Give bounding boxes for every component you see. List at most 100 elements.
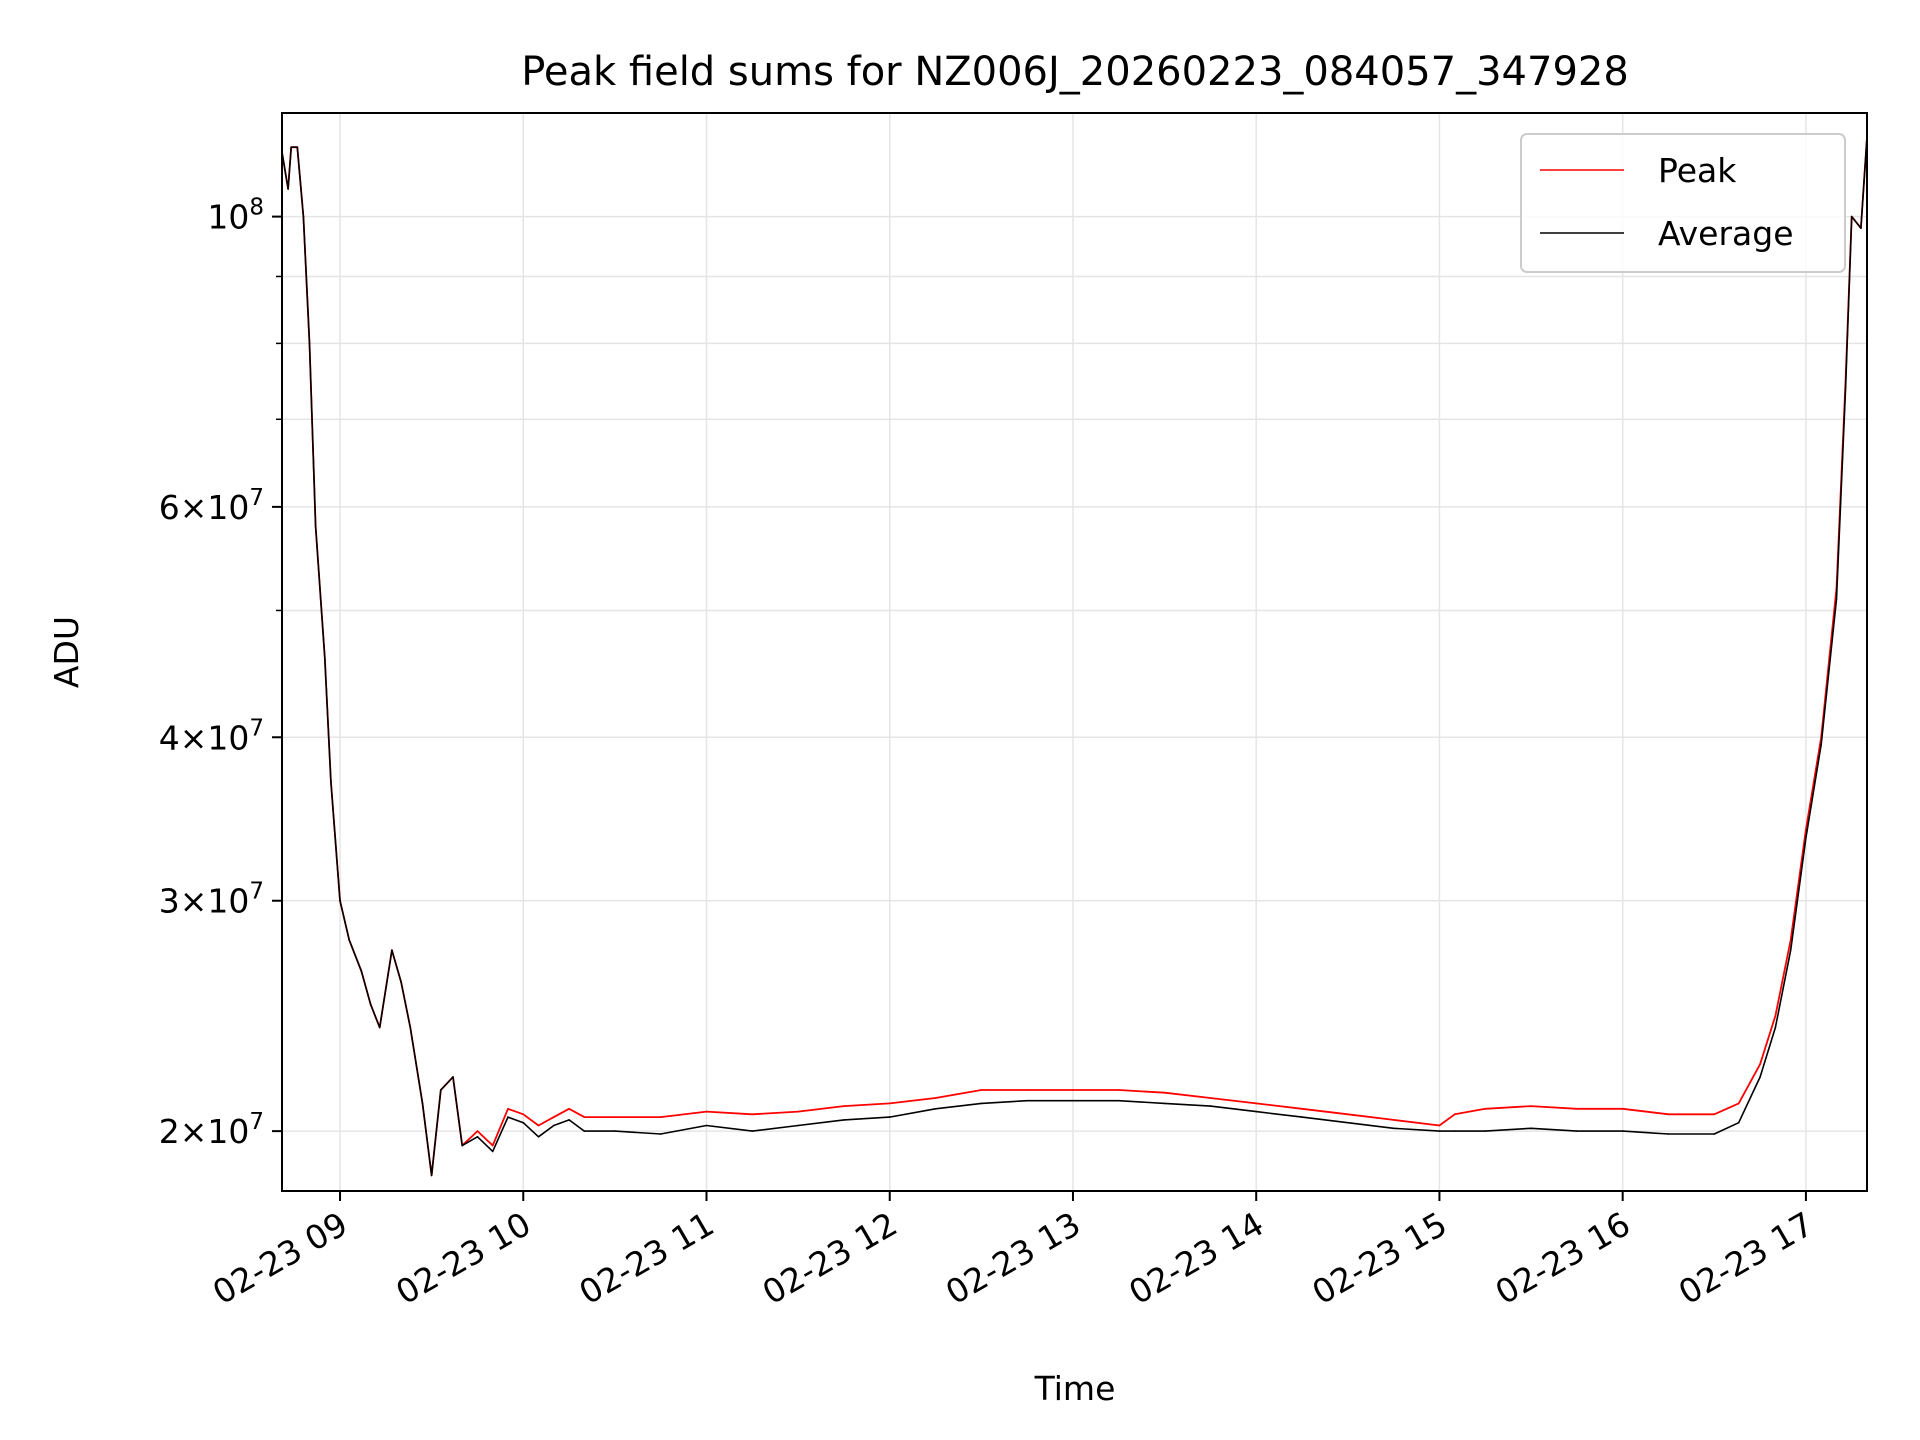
data-point-average [348, 939, 351, 941]
data-point-average [1805, 837, 1807, 839]
data-point-peak [583, 1116, 586, 1118]
data-point-average [314, 525, 317, 527]
data-point-average [491, 1150, 494, 1153]
data-point-average [583, 1130, 586, 1132]
data-point-peak [1072, 1089, 1074, 1091]
data-point-peak [553, 1116, 555, 1118]
data-point-average [1392, 1127, 1395, 1130]
y-tick-label: 3×107 [159, 879, 264, 921]
data-point-average [537, 1136, 540, 1138]
data-point-average [1789, 949, 1792, 951]
data-point-peak [1255, 1102, 1257, 1105]
grid [282, 113, 1867, 1191]
data-point-average [1621, 1130, 1624, 1132]
data-point-average [1118, 1099, 1120, 1102]
data-point-peak [1530, 1105, 1532, 1107]
legend-box [1520, 133, 1846, 273]
data-point-average [1667, 1133, 1670, 1135]
series-group [282, 136, 1867, 1177]
data-point-peak [1576, 1108, 1578, 1110]
data-point-peak [1713, 1113, 1716, 1116]
data-point-peak [614, 1116, 616, 1118]
data-point-peak [888, 1102, 891, 1105]
data-point-average [1301, 1116, 1303, 1118]
data-point-average [378, 1026, 381, 1029]
data-point-average [1255, 1110, 1257, 1113]
data-point-average [614, 1130, 616, 1132]
data-point-peak [1163, 1091, 1166, 1094]
data-point-average [452, 1076, 454, 1078]
data-point-peak [1667, 1113, 1670, 1116]
data-point-average [409, 1026, 412, 1029]
data-point-average [421, 1102, 424, 1105]
data-point-average [400, 981, 402, 983]
data-point-average [430, 1174, 433, 1177]
data-point-average [934, 1108, 937, 1110]
data-point-peak [1347, 1113, 1349, 1116]
legend-label-average: Average [1658, 214, 1794, 253]
data-point-peak [934, 1097, 937, 1099]
data-point-average [1072, 1099, 1074, 1102]
data-point-average [308, 342, 311, 345]
data-point-peak [1737, 1102, 1740, 1105]
data-point-average [324, 657, 326, 659]
data-point-average [287, 188, 289, 190]
data-point-average [1484, 1130, 1487, 1132]
data-point-average [440, 1089, 442, 1091]
y-axis-label: ADU [47, 616, 86, 688]
data-point-average [1835, 598, 1838, 600]
plot-frame [281, 112, 1868, 1192]
data-point-peak [1453, 1113, 1456, 1116]
data-point-average [843, 1119, 845, 1121]
data-point-average [1438, 1130, 1441, 1132]
data-point-average [1820, 743, 1822, 746]
data-point-average [980, 1102, 983, 1105]
legend: Peak Average [1520, 133, 1846, 273]
y-tick-label: 6×107 [159, 485, 264, 527]
data-point-average [705, 1124, 708, 1127]
y-tick-label: 108 [207, 195, 264, 237]
data-point-average [369, 1003, 372, 1006]
data-point-average [1850, 215, 1853, 218]
data-point-peak [1759, 1063, 1761, 1065]
plot-area [282, 136, 1867, 1177]
data-point-average [1209, 1105, 1212, 1107]
data-point-average [461, 1144, 464, 1147]
data-point-average [296, 146, 299, 148]
x-axis-label: Time [1034, 1369, 1116, 1408]
data-point-peak [1484, 1108, 1487, 1110]
data-point-average [339, 899, 341, 902]
data-point-average [659, 1133, 662, 1135]
data-point-peak [1026, 1089, 1028, 1091]
data-point-peak [1621, 1108, 1624, 1110]
data-point-average [1774, 1026, 1777, 1029]
data-point-peak [843, 1105, 845, 1107]
data-point-average [522, 1121, 525, 1124]
data-point-average [1026, 1099, 1028, 1102]
data-point-average [1844, 386, 1847, 389]
data-point-average [1737, 1121, 1740, 1124]
data-point-average [553, 1124, 555, 1127]
data-point-peak [507, 1108, 509, 1110]
data-point-peak [1774, 1015, 1777, 1017]
data-point-peak [537, 1124, 540, 1127]
data-point-average [476, 1136, 479, 1138]
data-point-peak [1301, 1108, 1303, 1110]
data-point-peak [522, 1113, 525, 1116]
data-point-peak [1392, 1119, 1395, 1121]
data-point-peak [980, 1089, 983, 1091]
data-point-average [290, 146, 293, 148]
data-point-peak [705, 1110, 708, 1113]
data-point-average [1860, 227, 1862, 229]
data-point-average [1576, 1130, 1578, 1132]
data-point-peak [1118, 1089, 1120, 1091]
data-point-peak [659, 1116, 662, 1118]
data-point-peak [797, 1110, 799, 1113]
data-point-average [507, 1116, 509, 1118]
legend-label-peak: Peak [1658, 151, 1737, 190]
data-point-peak [1209, 1097, 1212, 1099]
data-point-average [568, 1119, 570, 1121]
data-point-average [888, 1116, 891, 1118]
y-tick-label: 4×107 [159, 715, 264, 757]
